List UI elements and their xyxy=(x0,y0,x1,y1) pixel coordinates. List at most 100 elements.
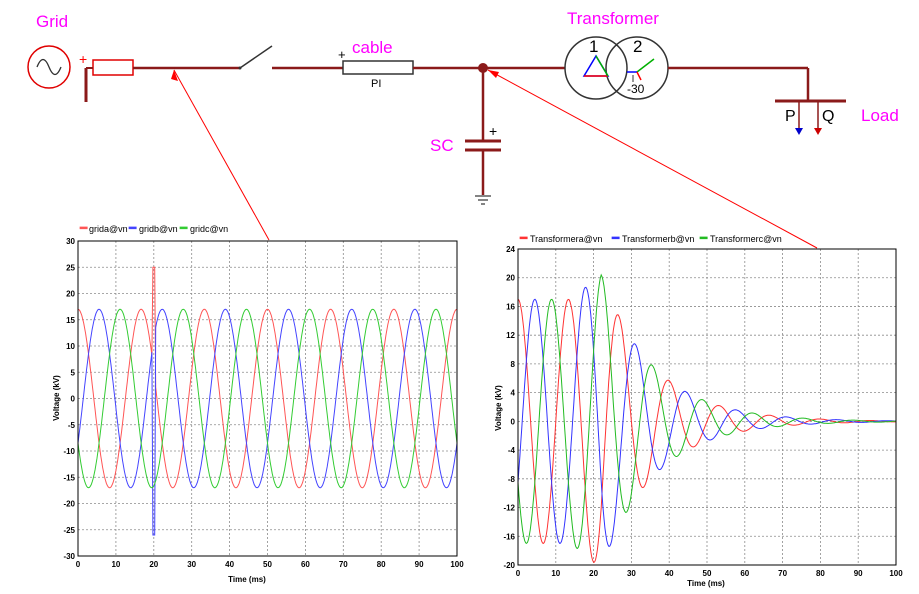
sc-label: SC xyxy=(430,136,454,155)
chart1-y-tick-label: 20 xyxy=(66,290,75,299)
transformer-label: Transformer xyxy=(567,9,659,28)
chart1-y-tick-label: -20 xyxy=(63,500,75,509)
winding1-delta-icon xyxy=(582,54,610,77)
probe-pointer-grid xyxy=(171,69,270,241)
chart2-gridlines xyxy=(518,249,896,565)
chart2-series-Transformerc-at-vn xyxy=(517,273,896,549)
chart1-x-axis-label: Time (ms) xyxy=(228,575,266,584)
transformer-winding-1 xyxy=(564,36,628,100)
chart2-y-tick-label: 8 xyxy=(511,360,516,369)
chart1-legend-gridb: gridb@vn xyxy=(139,224,178,234)
chart2-y-tick-label: -16 xyxy=(503,532,515,541)
chart1-legend-swatch-a: ━ xyxy=(79,221,88,235)
chart2-y-tick-label: 20 xyxy=(506,274,515,283)
chart1-legend-gridc: gridc@vn xyxy=(190,224,228,234)
winding1-number: 1 xyxy=(589,37,598,56)
chart2-x-axis-label: Time (ms) xyxy=(687,579,725,588)
chart2-y-tick-label: -4 xyxy=(508,446,516,455)
load-p-label: P xyxy=(785,108,796,125)
winding2-number: 2 xyxy=(633,37,642,56)
winding2-wye-icon xyxy=(627,58,655,82)
chart2-y-axis-label: Voltage (kV) xyxy=(494,385,503,431)
chart2-x-tick-label: 90 xyxy=(854,569,863,578)
chart2-legend-swatch-c: ━ xyxy=(699,231,708,245)
chart1-x-tick-label: 70 xyxy=(339,560,348,569)
cable-plus-sign: + xyxy=(338,47,346,62)
chart1-legend-swatch-c: ━ xyxy=(179,221,188,235)
chart1-y-tick-label: -15 xyxy=(63,473,75,482)
capacitor-plus-sign: + xyxy=(489,123,497,139)
chart2-legend-transformerb: Transformerb@vn xyxy=(622,234,694,244)
ground-icon xyxy=(475,195,491,205)
chart2-series-Transformera-at-vn xyxy=(517,298,896,563)
chart2-legend-swatch-a: ━ xyxy=(519,231,528,245)
chart1-x-tick-label: 80 xyxy=(377,560,386,569)
chart2-x-tick-label: 100 xyxy=(889,569,903,578)
cable-label: cable xyxy=(352,38,393,57)
phase-shift-label: -30 xyxy=(627,82,645,96)
source-impedance xyxy=(92,59,134,76)
load-q-label: Q xyxy=(822,108,834,125)
chart1-y-tick-label: -30 xyxy=(63,552,75,561)
chart1-y-tick-label: 0 xyxy=(71,395,76,404)
chart1-legend-grida: grida@vn xyxy=(89,224,128,234)
breaker-switch xyxy=(239,45,273,69)
chart1-x-tick-label: 10 xyxy=(111,560,120,569)
chart2-x-tick-label: 60 xyxy=(740,569,749,578)
chart2-x-tick-label: 20 xyxy=(589,569,598,578)
chart2-x-tick-label: 80 xyxy=(816,569,825,578)
chart1-x-tick-label: 100 xyxy=(450,560,464,569)
chart2-legend-transformera: Transformera@vn xyxy=(530,234,602,244)
chart2-series xyxy=(517,273,897,563)
source-plus-sign: + xyxy=(79,51,87,67)
probe-pointer-transformer xyxy=(487,69,818,249)
chart1-x-tick-label: 20 xyxy=(149,560,158,569)
chart2-x-tick-label: 40 xyxy=(665,569,674,578)
chart1-gridlines xyxy=(78,241,457,556)
chart1-x-tick-label: 60 xyxy=(301,560,310,569)
chart-transformer-voltage: ━ Transformera@vn ━ Transformerb@vn ━ Tr… xyxy=(494,231,903,588)
chart2-legend-swatch-b: ━ xyxy=(611,231,620,245)
chart2-tick-labels: 0 10 20 30 40 50 60 70 80 90 10024201612840-4-8-12… xyxy=(503,245,903,578)
chart2-y-tick-label: 16 xyxy=(506,302,515,311)
chart1-x-tick-label: 30 xyxy=(187,560,196,569)
chart1-series xyxy=(77,266,458,536)
chart2-plot-frame xyxy=(517,248,897,566)
chart1-legend-swatch-b: ━ xyxy=(128,221,137,235)
cable-pi-box xyxy=(342,60,414,75)
voltage-source-symbol xyxy=(27,45,71,89)
chart1-tick-labels: 0 10 20 30 40 50 60 70 80 90 100302520151050-5-10-… xyxy=(63,237,464,569)
chart1-y-axis-label: Voltage (kV) xyxy=(52,375,61,421)
chart1-x-tick-label: 90 xyxy=(415,560,424,569)
chart2-x-tick-label: 0 xyxy=(516,569,521,578)
chart1-y-tick-label: 30 xyxy=(66,237,75,246)
q-arrow-icon xyxy=(814,128,822,135)
p-arrow-icon xyxy=(795,128,803,135)
chart2-x-tick-label: 30 xyxy=(627,569,636,578)
chart1-y-tick-label: 5 xyxy=(71,368,76,377)
chart2-series-Transformerb-at-vn xyxy=(517,286,897,547)
chart2-y-tick-label: 0 xyxy=(511,417,516,426)
chart2-x-tick-label: 10 xyxy=(551,569,560,578)
chart1-x-tick-label: 50 xyxy=(263,560,272,569)
chart2-y-tick-label: 4 xyxy=(511,389,516,398)
chart1-y-tick-label: 10 xyxy=(66,342,75,351)
chart1-y-tick-label: 25 xyxy=(66,263,75,272)
chart1-y-tick-label: -25 xyxy=(63,526,75,535)
chart2-legend-transformerc: Transformerc@vn xyxy=(710,234,782,244)
chart2-x-tick-label: 70 xyxy=(778,569,787,578)
chart2-y-tick-label: -8 xyxy=(508,475,516,484)
chart-grid-voltage: ━ grida@vn ━ gridb@vn ━ gridc@vn 0 10 20 30… xyxy=(52,221,464,584)
circuit-symbols xyxy=(171,54,822,249)
sine-wave-icon xyxy=(36,58,62,76)
cable-model-label: PI xyxy=(371,78,381,90)
junction-node xyxy=(478,63,488,73)
load-label: Load xyxy=(861,106,899,125)
chart1-x-tick-label: 40 xyxy=(225,560,234,569)
chart2-y-tick-label: 12 xyxy=(506,331,515,340)
chart1-x-tick-label: 0 xyxy=(76,560,81,569)
chart2-y-tick-label: -12 xyxy=(503,504,515,513)
chart2-y-tick-label: -20 xyxy=(503,561,515,570)
chart2-y-tick-label: 24 xyxy=(506,245,515,254)
